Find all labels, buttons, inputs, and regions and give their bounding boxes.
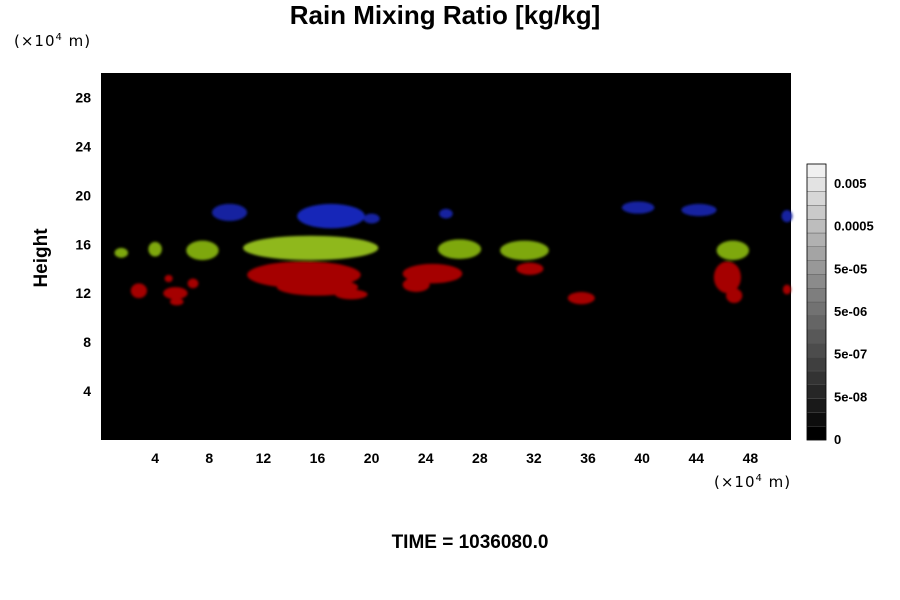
y-unit-prefix: (×10	[14, 32, 56, 50]
x-tick-label: 36	[580, 450, 596, 466]
x-tick-label: 12	[256, 450, 272, 466]
colorbar-segment	[806, 315, 827, 330]
colorbar-segment	[806, 177, 827, 192]
colorbar-segment	[806, 329, 827, 344]
rain-feature-red-6	[276, 278, 359, 296]
y-tick-label: 16	[75, 236, 91, 252]
y-tick-label: 20	[75, 187, 91, 203]
x-unit-suffix: m)	[762, 473, 792, 491]
colorbar-segment	[806, 163, 827, 179]
rain-feature-green-19	[437, 239, 482, 259]
rain-feature-blue-28	[781, 210, 793, 223]
x-axis-unit: (×104 m)	[714, 473, 791, 491]
rain-features	[114, 201, 793, 306]
x-unit-exponent: 4	[755, 473, 763, 484]
colorbar-segment	[806, 426, 827, 441]
y-tick-label: 8	[83, 334, 91, 350]
x-tick-label: 20	[364, 450, 380, 466]
colorbar-label: 0.0005	[834, 219, 874, 234]
colorbar-label: 5e-05	[834, 261, 867, 276]
y-tick-label: 28	[75, 89, 91, 105]
y-axis-unit: (×104 m)	[14, 32, 91, 50]
rain-feature-blue-24	[363, 213, 380, 224]
colorbar-segment	[806, 191, 827, 206]
colorbar-segment	[806, 232, 827, 248]
rain-feature-red-11	[567, 291, 595, 305]
colorbar-segment	[806, 246, 827, 261]
colorbar-segment	[806, 343, 827, 358]
y-tick-label: 12	[75, 285, 91, 301]
x-tick-labels: 4 8 12 16 20 24 28 32 36 40 44 48	[151, 450, 758, 466]
x-tick-label: 8	[205, 450, 213, 466]
rain-feature-blue-25	[439, 208, 453, 219]
x-tick-label: 48	[743, 450, 759, 466]
rain-feature-red-1	[163, 287, 188, 300]
x-tick-label: 24	[418, 450, 434, 466]
colorbar-segment	[806, 288, 827, 303]
rain-feature-blue-23	[297, 203, 365, 229]
time-label: TIME = 1036080.0	[391, 532, 549, 553]
rain-feature-red-14	[782, 284, 791, 295]
rain-feature-red-0	[130, 283, 147, 299]
x-tick-label: 44	[689, 450, 705, 466]
x-tick-label: 4	[151, 450, 159, 466]
colorbar-segment	[806, 301, 827, 317]
colorbar-label: 0	[834, 432, 841, 447]
chart-title: Rain Mixing Ratio [kg/kg]	[289, 0, 601, 30]
rain-feature-red-13	[726, 288, 743, 303]
colorbar-label: 5e-07	[834, 347, 867, 362]
x-tick-label: 32	[526, 450, 542, 466]
colorbar-segment	[806, 370, 827, 386]
rain-feature-green-16	[148, 241, 162, 257]
colorbar-label: 5e-08	[834, 389, 867, 404]
rain-feature-red-7	[335, 289, 368, 300]
colorbar-segment	[806, 412, 827, 427]
y-tick-label: 4	[83, 383, 91, 399]
rain-feature-green-18	[243, 235, 379, 261]
rain-feature-blue-27	[681, 203, 717, 217]
rain-feature-red-4	[164, 274, 173, 283]
rain-feature-blue-26	[621, 201, 655, 214]
rain-feature-green-21	[716, 240, 750, 261]
colorbar-segment	[806, 205, 827, 220]
y-tick-labels: 4 8 12 16 20 24 28	[75, 89, 91, 399]
rain-feature-red-3	[187, 278, 199, 289]
y-unit-suffix: m)	[62, 32, 92, 50]
colorbar-segment	[806, 398, 827, 413]
colorbar-segment	[806, 260, 827, 275]
colorbar-segment	[806, 384, 827, 399]
rain-feature-red-10	[516, 262, 544, 275]
colorbar	[806, 163, 827, 441]
colorbar-segment	[806, 357, 827, 372]
y-tick-label: 24	[75, 138, 91, 154]
y-unit-exponent: 4	[55, 32, 63, 43]
x-unit-prefix: (×10	[714, 473, 756, 491]
colorbar-segment	[806, 274, 827, 289]
x-tick-label: 16	[310, 450, 326, 466]
rain-feature-green-20	[500, 240, 549, 261]
colorbar-labels: 0 5e-08 5e-07 5e-06 5e-05 0.0005 0.005	[834, 176, 874, 447]
colorbar-frame	[806, 163, 827, 441]
rain-feature-red-9	[402, 277, 430, 292]
rain-feature-blue-22	[211, 203, 248, 222]
rain-feature-red-12	[713, 261, 741, 294]
x-tick-label: 28	[472, 450, 488, 466]
rain-feature-green-15	[114, 247, 129, 258]
colorbar-segment	[806, 218, 827, 234]
colorbar-label: 0.005	[834, 176, 867, 191]
colorbar-label: 5e-06	[834, 304, 867, 319]
rain-feature-green-17	[186, 240, 219, 261]
x-tick-label: 40	[634, 450, 650, 466]
rain-feature-red-2	[170, 298, 184, 306]
